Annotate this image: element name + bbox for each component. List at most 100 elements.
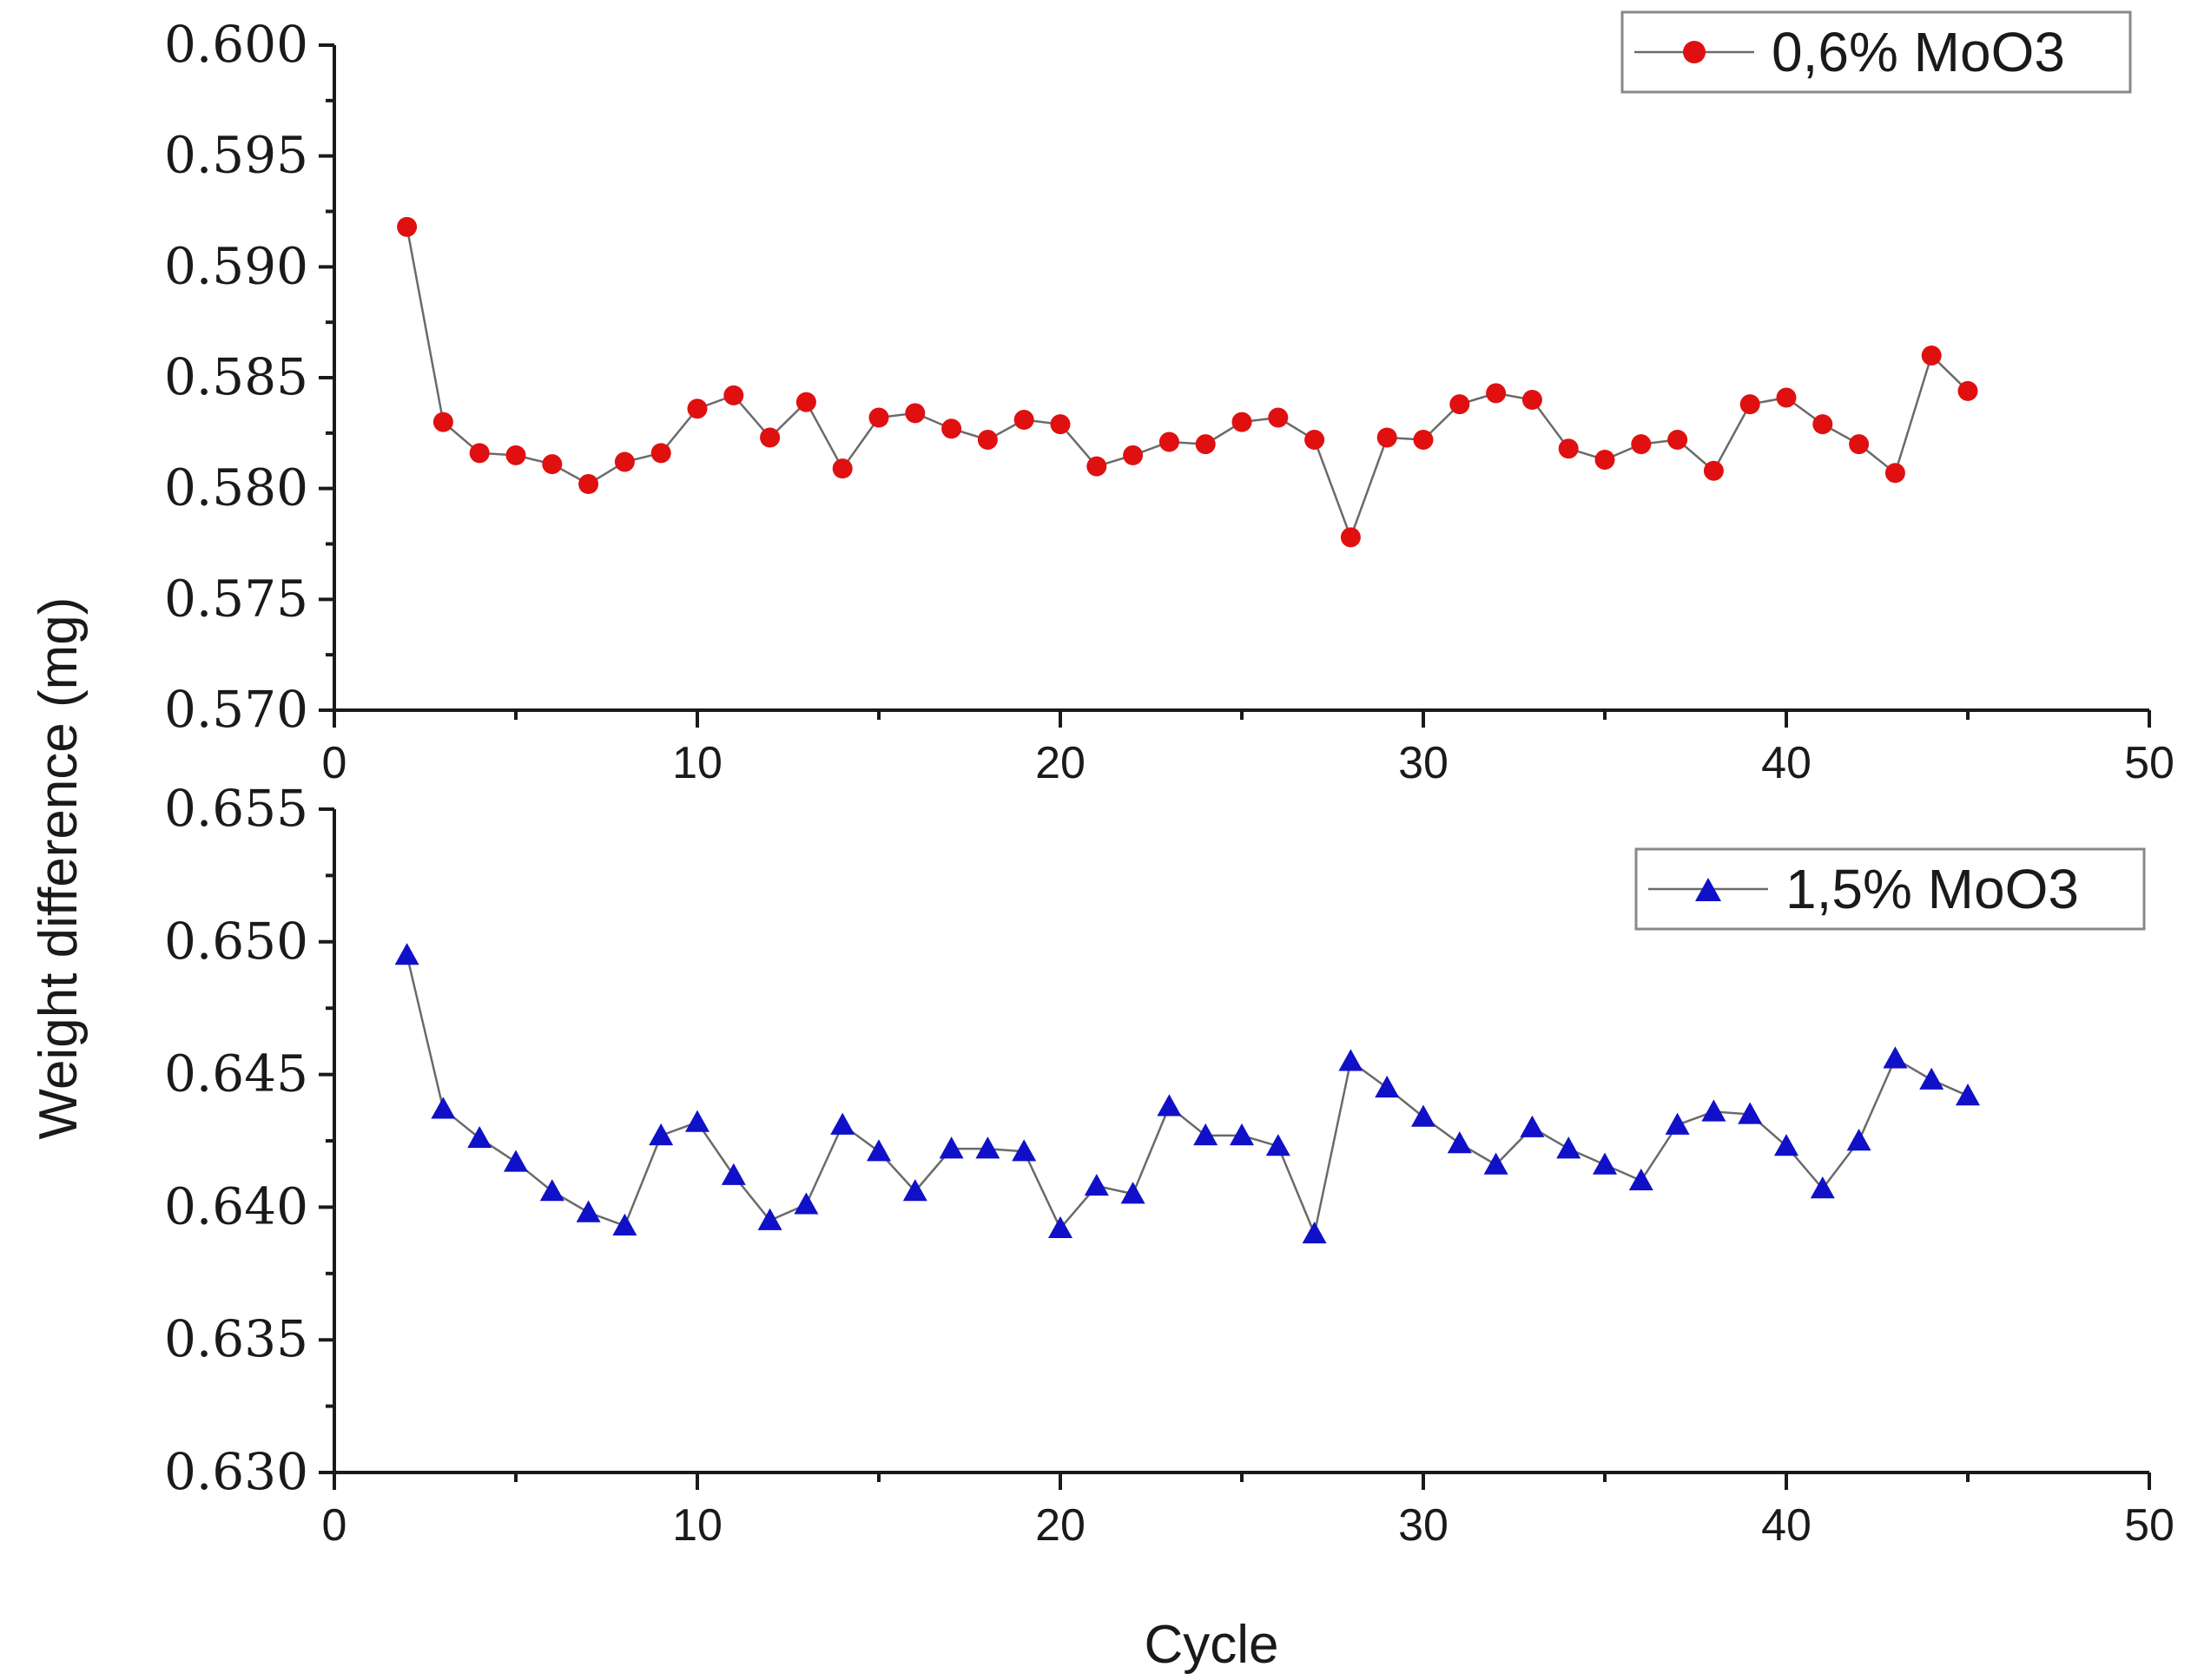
data-point xyxy=(432,412,453,432)
data-point xyxy=(1231,412,1252,432)
data-point xyxy=(1123,445,1144,465)
data-point xyxy=(1919,1067,1944,1090)
data-point xyxy=(650,443,671,464)
data-point xyxy=(1812,414,1833,435)
data-point xyxy=(1849,434,1870,455)
legend-marker xyxy=(1683,41,1706,63)
x-tick-label: 0 xyxy=(322,738,347,788)
data-point xyxy=(469,443,490,464)
data-point xyxy=(1050,414,1071,435)
data-point xyxy=(576,1200,601,1222)
data-point xyxy=(539,1179,564,1202)
data-point xyxy=(1665,1112,1690,1135)
data-point xyxy=(1703,460,1724,481)
data-point xyxy=(397,216,418,237)
y-tick-label: 0.645 xyxy=(164,1044,308,1104)
data-point xyxy=(1447,1131,1472,1154)
x-tick-label: 20 xyxy=(1035,1500,1086,1551)
data-point xyxy=(1521,390,1542,411)
data-point xyxy=(1486,383,1507,404)
data-point xyxy=(394,943,419,965)
x-tick-label: 50 xyxy=(2124,1500,2175,1551)
data-point xyxy=(1195,434,1216,455)
y-tick-label: 0.575 xyxy=(164,569,308,628)
data-point xyxy=(1375,1075,1400,1098)
data-point xyxy=(1556,1136,1581,1159)
data-point xyxy=(1340,527,1361,548)
x-tick-label: 30 xyxy=(1398,738,1449,788)
legend-label: 1,5% MoO3 xyxy=(1785,858,2079,920)
y-tick-label: 0.630 xyxy=(164,1442,308,1501)
data-point xyxy=(1483,1152,1508,1175)
x-tick-label: 30 xyxy=(1398,1500,1449,1551)
data-point xyxy=(504,1150,528,1172)
data-point xyxy=(721,1163,746,1185)
data-point xyxy=(505,445,526,465)
legend-marker xyxy=(1695,878,1721,901)
data-point xyxy=(1739,394,1760,415)
data-point xyxy=(1120,1182,1145,1204)
data-point xyxy=(1376,427,1397,448)
data-point xyxy=(1411,1104,1435,1127)
data-point xyxy=(1520,1115,1545,1137)
data-point xyxy=(1956,1084,1980,1106)
x-tick-label: 0 xyxy=(322,1500,347,1551)
data-point xyxy=(1776,387,1797,408)
y-axis-title: Weight difference (mg) xyxy=(29,597,89,1140)
legend-label: 0,6% MoO3 xyxy=(1772,21,2065,83)
data-point xyxy=(868,407,889,428)
data-point xyxy=(1338,1049,1363,1071)
data-point xyxy=(1265,1134,1290,1156)
data-point xyxy=(1012,1139,1037,1162)
data-point xyxy=(1230,1123,1254,1146)
data-point xyxy=(977,429,998,450)
x-tick-label: 10 xyxy=(672,1500,723,1551)
data-point xyxy=(902,1179,927,1202)
data-point xyxy=(1593,1152,1617,1175)
data-point xyxy=(939,1136,964,1159)
data-point xyxy=(1013,410,1034,431)
data-point xyxy=(649,1123,674,1146)
x-axis-title: Cycle xyxy=(1144,1615,1278,1675)
data-point xyxy=(612,1213,637,1235)
data-point xyxy=(1774,1134,1798,1156)
top-panel: 0.570 0.575 0.580 0.585 0.590 0.595 0.600 0 10 20… xyxy=(164,10,2175,788)
data-point xyxy=(830,1112,855,1135)
data-point xyxy=(1631,434,1652,455)
data-point xyxy=(941,418,962,439)
data-point xyxy=(1449,394,1470,415)
data-point xyxy=(1086,456,1107,477)
data-point xyxy=(1594,449,1615,470)
data-point xyxy=(832,458,853,479)
data-point xyxy=(1883,1046,1908,1069)
y-tick-label: 0.585 xyxy=(164,347,308,406)
data-point xyxy=(760,427,781,448)
x-tick-label: 20 xyxy=(1035,738,1086,788)
y-tick-label: 0.600 xyxy=(164,15,308,74)
data-point xyxy=(1158,432,1179,452)
data-point xyxy=(867,1139,891,1162)
y-tick-label: 0.590 xyxy=(164,236,308,295)
data-point xyxy=(542,454,563,475)
y-tick-label: 0.655 xyxy=(164,779,308,838)
data-point xyxy=(1268,407,1289,428)
data-point xyxy=(1302,1221,1327,1244)
y-tick-label: 0.650 xyxy=(164,912,308,971)
data-point xyxy=(685,1110,709,1132)
data-point xyxy=(795,392,816,412)
x-tick-label: 50 xyxy=(2124,738,2175,788)
data-point xyxy=(1846,1129,1871,1151)
y-tick-label: 0.580 xyxy=(164,458,308,517)
data-point xyxy=(1048,1216,1072,1239)
data-point xyxy=(431,1097,456,1119)
data-point xyxy=(1628,1168,1653,1191)
x-tick-label: 40 xyxy=(1761,1500,1812,1551)
data-point xyxy=(1667,429,1688,450)
data-point xyxy=(1738,1102,1763,1124)
data-point xyxy=(467,1125,492,1149)
data-point xyxy=(578,474,599,495)
x-tick-label: 40 xyxy=(1761,738,1812,788)
data-point xyxy=(905,403,926,424)
series-line xyxy=(406,227,1969,541)
y-tick-label: 0.640 xyxy=(164,1176,308,1235)
